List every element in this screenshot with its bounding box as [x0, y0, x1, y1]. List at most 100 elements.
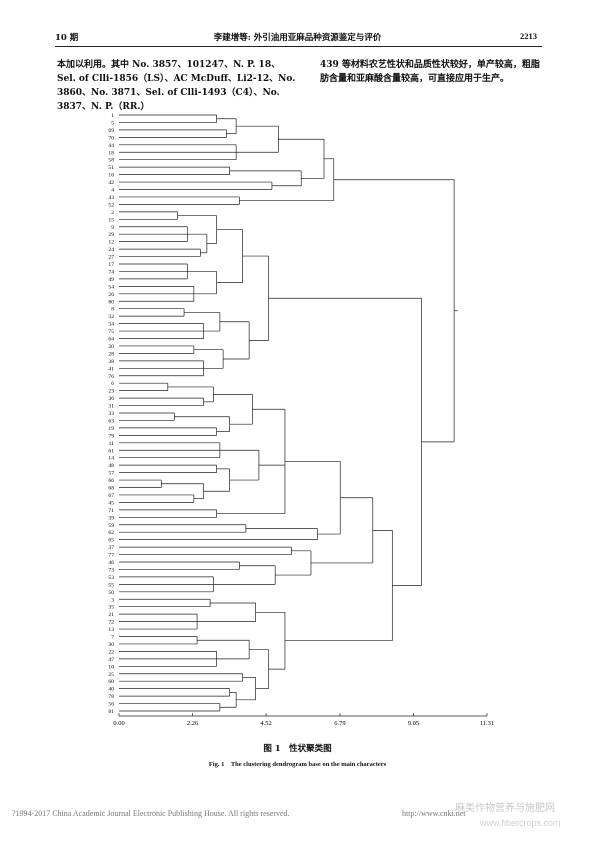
leaf-label: 6 [111, 381, 114, 387]
leaf-label: 4 [111, 188, 114, 194]
leaf-label: 16 [108, 173, 114, 179]
running-header-issue: 10 期 [55, 33, 79, 43]
leaf-label: 43 [108, 195, 114, 201]
leaf-label: 38 [108, 359, 114, 365]
leaf-label: 67 [108, 493, 114, 499]
leaf-label: 54 [108, 284, 114, 290]
leaf-label: 37 [108, 545, 114, 551]
x-tick-label: 6.79 [334, 720, 345, 727]
leaf-label: 24 [108, 247, 114, 253]
leaf-label: 73 [108, 567, 114, 573]
leaf-label: 20 [108, 344, 114, 350]
leaf-label: 30 [108, 642, 114, 648]
figure-caption-en: Fig. 1 The clustering dendrogram base on… [208, 761, 387, 768]
leaf-label: 15 [108, 217, 114, 223]
leaf-label: 33 [108, 411, 114, 417]
header-rule [55, 46, 542, 47]
leaf-label: 41 [108, 366, 114, 372]
leaf-label: 10 [108, 664, 114, 670]
leaf-label: 25 [108, 672, 114, 678]
leaf-label: 21 [108, 612, 114, 618]
figure-caption-cn: 图 1 性状聚类图 [263, 744, 332, 754]
leaf-label: 9 [111, 225, 114, 231]
leaf-label: 66 [108, 478, 114, 484]
leaf-label: 8 [111, 307, 114, 313]
leaf-label: 3 [111, 597, 114, 603]
leaf-label: 71 [108, 508, 114, 514]
leaf-label: 52 [108, 202, 114, 208]
body-text-left: 本加以利用。其中 No. 3857、101247、N. P. 18、Sel. o… [57, 60, 296, 112]
leaf-label: 23 [108, 389, 114, 395]
leaf-label: 64 [108, 337, 114, 343]
x-tick-label: 4.52 [260, 720, 271, 727]
leaf-label: 50 [108, 590, 114, 596]
leaf-label: 13 [108, 627, 114, 633]
leaf-label: 61 [108, 448, 114, 454]
leaf-label: 55 [108, 582, 114, 588]
leaf-label: 62 [108, 530, 114, 536]
leaf-label: 45 [108, 500, 114, 506]
x-tick-label: 9.05 [408, 720, 419, 727]
leaf-label: 47 [108, 657, 114, 663]
leaf-label: 35 [108, 605, 114, 611]
leaf-label: 17 [108, 262, 114, 268]
leaf-label: 29 [108, 232, 114, 238]
leaf-label: 59 [108, 523, 114, 529]
leaf-label: 77 [108, 553, 114, 559]
leaf-label: 32 [108, 314, 114, 320]
leaf-label: 53 [108, 575, 114, 581]
leaf-label: 68 [108, 486, 114, 492]
leaf-label: 76 [108, 374, 114, 380]
x-tick-label: 0.00 [113, 720, 124, 727]
x-axis: 0.00 2.26 4.52 6.79 9.05 11.31 [113, 713, 494, 727]
leaf-label: 18 [108, 150, 114, 156]
leaf-label: 80 [108, 299, 114, 305]
leaf-label: 81 [108, 709, 114, 715]
leaf-label: 69 [108, 128, 114, 134]
leaf-label: 31 [108, 404, 114, 410]
watermark-url: www.fibercrops.com [480, 818, 561, 828]
leaf-label: 44 [108, 143, 114, 149]
leaf-label: 49 [108, 277, 114, 283]
leaf-label: 48 [108, 463, 114, 469]
leaf-label: 28 [108, 351, 114, 357]
leaf-label: 75 [108, 329, 114, 335]
leaf-label: 27 [108, 255, 114, 261]
leaf-label: 34 [108, 322, 114, 328]
footer-link[interactable]: http://www.cnki.net [402, 809, 466, 818]
leaf-label: 11 [109, 441, 115, 447]
watermark-text: 麻类作物营养与施肥网 [455, 803, 555, 814]
leaf-label: 7 [111, 635, 114, 641]
leaf-label: 26 [108, 292, 114, 298]
leaf-label: 58 [108, 158, 114, 164]
leaf-label: 12 [108, 240, 114, 246]
leaf-label: 1 [111, 113, 114, 119]
leaf-label: 42 [108, 180, 114, 186]
leaf-label: 70 [108, 135, 114, 141]
leaf-label: 63 [108, 418, 114, 424]
leaf-label: 57 [108, 471, 114, 477]
copyright-footer: ?1994-2017 China Academic Journal Electr… [12, 809, 290, 818]
leaf-label: 14 [108, 456, 114, 462]
page-number: 2213 [520, 31, 537, 41]
leaf-label: 78 [108, 694, 114, 700]
leaf-label: 60 [108, 679, 114, 685]
dendrogram-links [119, 114, 459, 712]
leaf-label: 36 [108, 396, 114, 402]
leaf-label: 72 [108, 620, 114, 626]
leaf-label: 65 [108, 538, 114, 544]
body-text-right: 439 等材料农艺性状和品质性状较好，单产较高，粗脂肪含量和亚麻酸含量较高，可直… [320, 60, 540, 84]
leaf-label: 39 [108, 515, 114, 521]
leaf-label: 74 [108, 269, 114, 275]
leaf-labels: 1569704418585116424435221592912242717744… [108, 113, 114, 715]
leaf-label: 79 [108, 433, 114, 439]
running-header-title: 李建增等: 外引油用亚麻品种资源鉴定与评价 [213, 33, 382, 43]
leaf-label: 22 [108, 649, 114, 655]
leaf-label: 51 [108, 165, 114, 171]
leaf-label: 56 [108, 702, 114, 708]
leaf-label: 46 [108, 560, 114, 566]
x-tick-label: 11.31 [480, 720, 494, 727]
leaf-label: 19 [108, 426, 114, 432]
leaf-label: 40 [108, 687, 114, 693]
